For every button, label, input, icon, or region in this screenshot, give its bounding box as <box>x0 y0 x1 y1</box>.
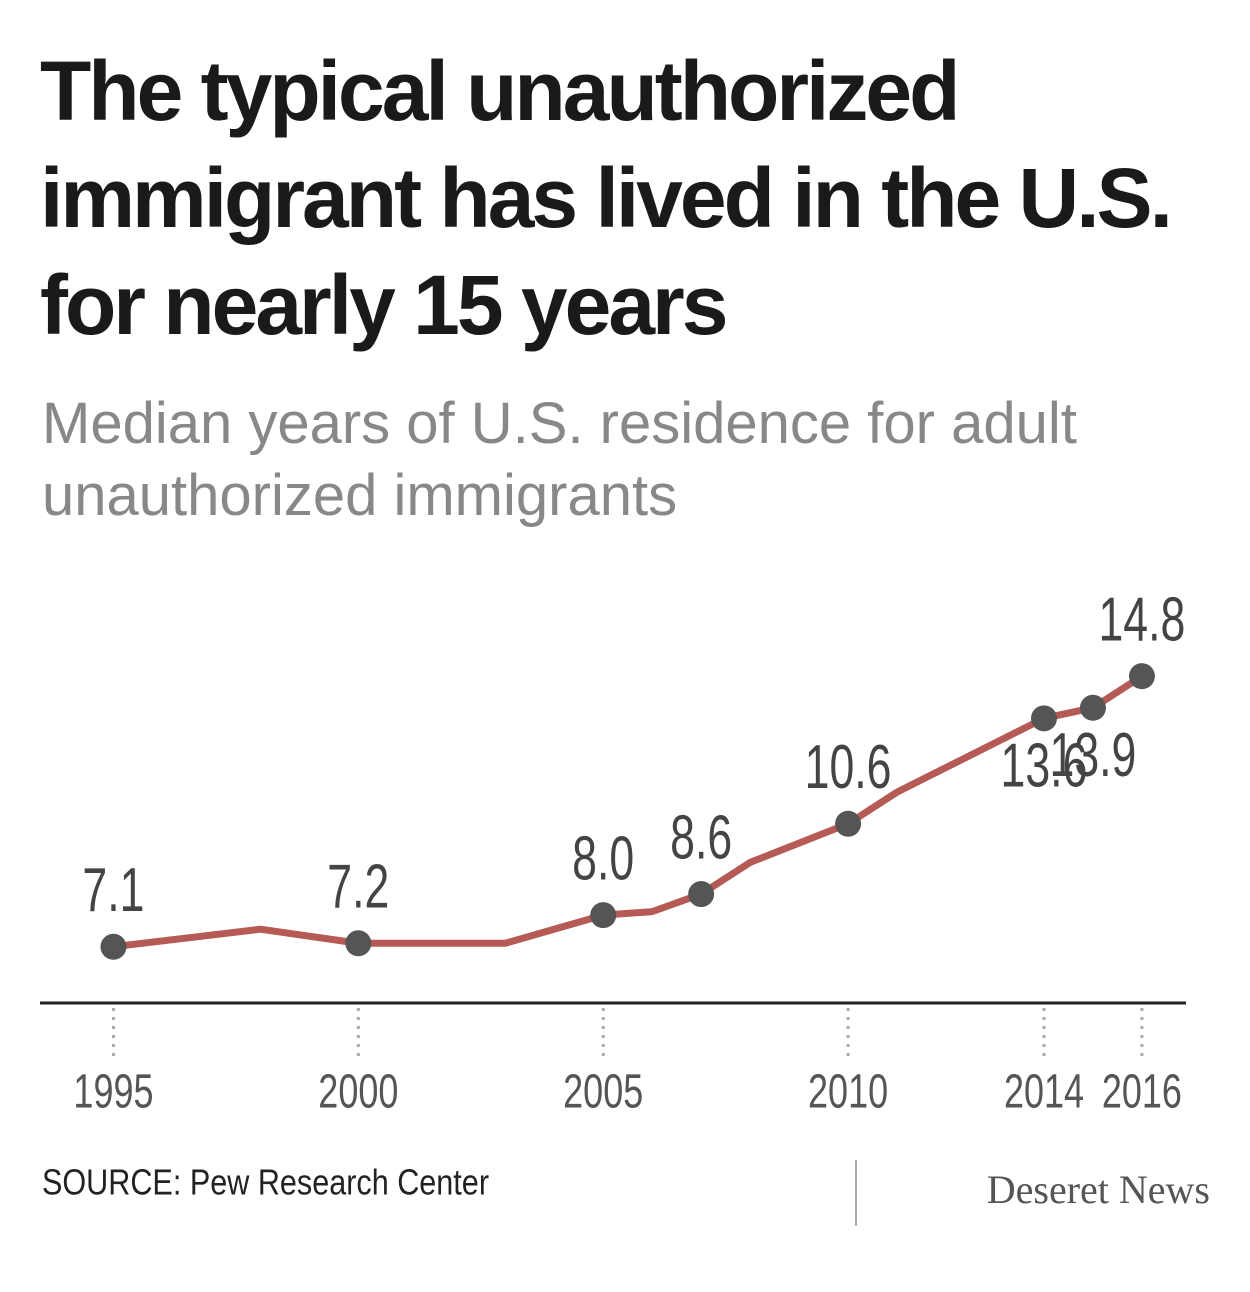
data-label: 8.0 <box>572 824 634 893</box>
brand: Deseret News <box>987 1167 1210 1212</box>
data-label: 14.8 <box>1098 585 1185 654</box>
data-point <box>1128 663 1155 690</box>
x-tick-label: 1995 <box>73 1065 153 1118</box>
data-point <box>688 881 715 908</box>
source: SOURCE: Pew Research Center <box>42 1163 489 1203</box>
x-tick-label: 2010 <box>808 1065 888 1118</box>
data-label: 13.9 <box>1050 721 1137 790</box>
data-point <box>590 902 617 929</box>
x-tick-label: 2014 <box>1004 1065 1084 1118</box>
x-tick-label: 2000 <box>318 1065 398 1118</box>
data-point <box>345 930 372 957</box>
chart-subtitle: Median years of U.S. residence for adult… <box>42 391 1077 528</box>
data-label: 7.2 <box>327 853 389 922</box>
chart-title: The typical unauthorized immigrant has l… <box>40 44 1173 352</box>
data-label: 8.6 <box>670 803 732 872</box>
data-point <box>100 933 127 960</box>
x-tick-label: 2005 <box>563 1065 643 1118</box>
data-line <box>113 673 1144 951</box>
data-label: 7.1 <box>82 856 144 925</box>
data-point <box>835 810 862 837</box>
data-point <box>1079 694 1106 721</box>
data-label: 13.6 <box>1001 732 1088 801</box>
x-tick-label: 2016 <box>1102 1065 1182 1118</box>
data-label: 10.6 <box>805 733 892 802</box>
data-point <box>1030 705 1057 732</box>
